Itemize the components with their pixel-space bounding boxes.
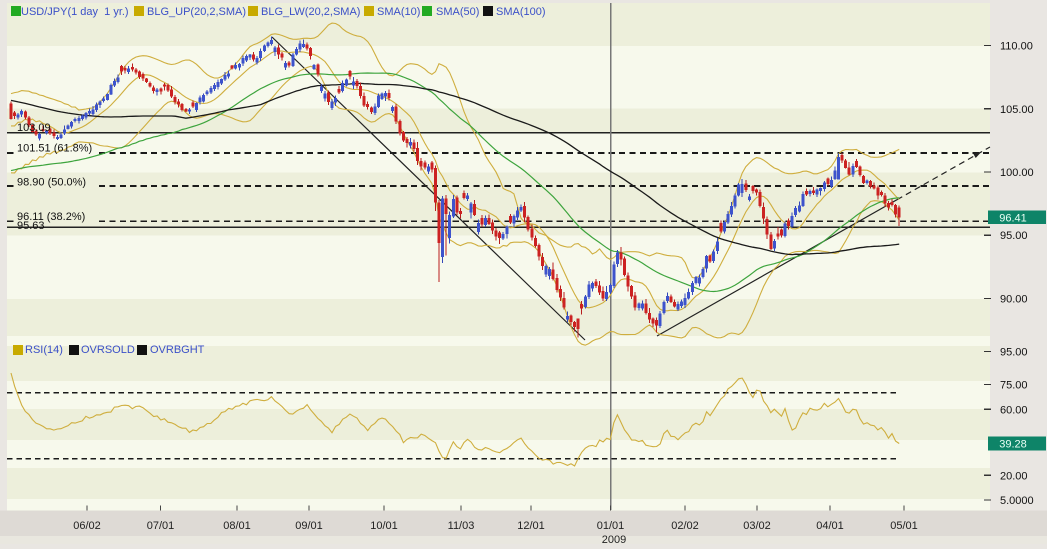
svg-text:05/01: 05/01 [890, 520, 918, 532]
svg-text:60.00: 60.00 [1000, 404, 1028, 416]
svg-text:103.09: 103.09 [17, 122, 51, 134]
svg-text:OVRBGHT: OVRBGHT [150, 344, 205, 356]
svg-text:5.0000: 5.0000 [1000, 495, 1034, 507]
svg-text:OVRSOLD: OVRSOLD [81, 344, 135, 356]
svg-text:96.41: 96.41 [999, 212, 1027, 224]
svg-text:2009: 2009 [602, 534, 626, 544]
svg-text:03/02: 03/02 [743, 520, 771, 532]
svg-text:105.00: 105.00 [1000, 104, 1034, 116]
svg-text:110.00: 110.00 [1000, 41, 1033, 53]
svg-text:07/01: 07/01 [147, 520, 175, 532]
svg-text:95.00: 95.00 [1000, 347, 1028, 359]
svg-text:SMA(50): SMA(50) [436, 6, 479, 18]
svg-text:98.90 (50.0%): 98.90 (50.0%) [17, 177, 86, 189]
svg-text:101.51 (61.8%): 101.51 (61.8%) [17, 143, 92, 155]
svg-text:20.00: 20.00 [1000, 470, 1028, 482]
svg-text:01/01: 01/01 [597, 520, 625, 532]
svg-text:SMA(10): SMA(10) [377, 6, 420, 18]
svg-text:12/01: 12/01 [517, 520, 545, 532]
svg-text:90.00: 90.00 [1000, 294, 1028, 306]
svg-text:BLG_UP(20,2,SMA): BLG_UP(20,2,SMA) [147, 6, 246, 18]
svg-text:BLG_LW(20,2,SMA): BLG_LW(20,2,SMA) [261, 6, 360, 18]
svg-text:RSI(14): RSI(14) [25, 344, 63, 356]
svg-text:09/01: 09/01 [295, 520, 323, 532]
svg-text:95.63: 95.63 [17, 220, 45, 232]
svg-text:USD/JPY(1 day 1 yr.): USD/JPY(1 day 1 yr.) [21, 6, 129, 18]
svg-text:02/02: 02/02 [671, 520, 699, 532]
svg-text:04/01: 04/01 [816, 520, 844, 532]
svg-text:95.00: 95.00 [1000, 230, 1028, 242]
svg-text:96.11 (38.2%): 96.11 (38.2%) [17, 211, 85, 223]
svg-text:39.28: 39.28 [999, 439, 1027, 451]
svg-text:10/01: 10/01 [370, 520, 398, 532]
svg-text:75.00: 75.00 [1000, 380, 1028, 392]
svg-text:SMA(100): SMA(100) [496, 6, 546, 18]
svg-text:06/02: 06/02 [73, 520, 101, 532]
svg-text:08/01: 08/01 [223, 520, 251, 532]
svg-text:11/03: 11/03 [448, 520, 475, 532]
svg-text:100.00: 100.00 [1000, 167, 1034, 179]
